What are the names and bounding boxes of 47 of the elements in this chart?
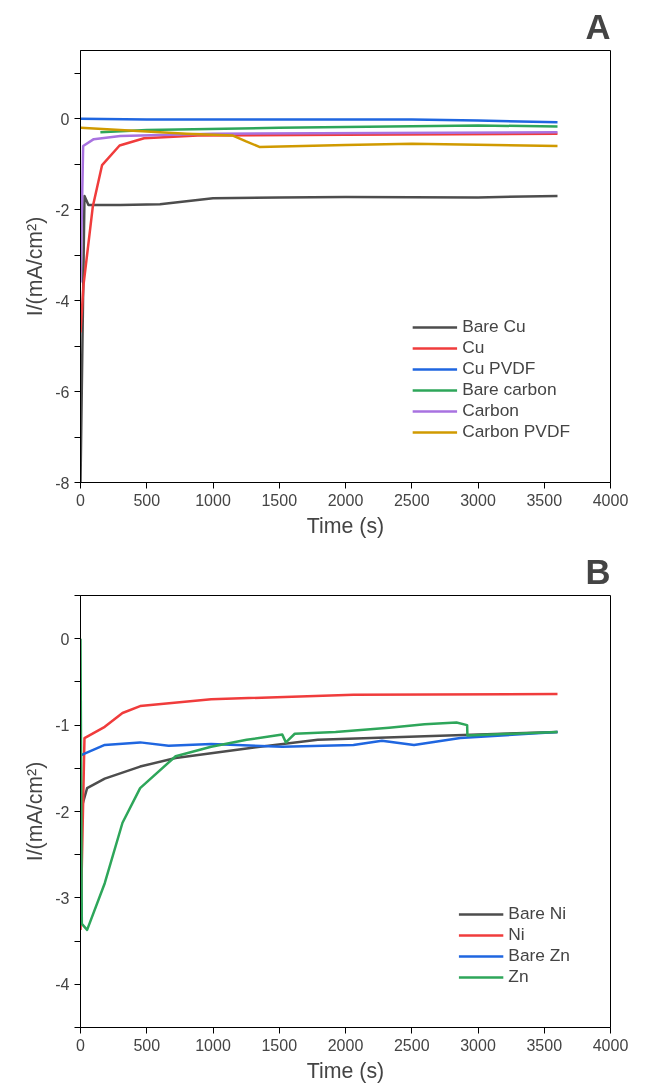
line-series [80,126,559,149]
line-series [99,124,559,134]
x-tick-label: 0 [76,1036,86,1054]
x-tick-label: 4000 [592,1036,629,1054]
y-tick-label: -2 [55,201,70,219]
legend-label: Bare carbon [462,379,557,400]
x-tick-label: 1500 [261,1036,298,1054]
x-tick-label: 500 [133,1036,161,1054]
legend-label: Bare Ni [508,903,567,924]
x-axis-title: Time (s) [306,513,385,538]
x-tick-label: 2500 [393,1036,430,1054]
y-tick-label: 0 [60,110,70,128]
y-axis-title: I/(mA/cm²) [23,761,48,862]
legend-label: Carbon PVDF [462,421,570,442]
legend-label: Carbon [462,400,519,421]
x-axis-title: Time (s) [306,1058,385,1083]
x-tick-label: 4000 [592,491,629,509]
chart-title: A [585,7,611,46]
line-series [80,131,559,284]
x-tick-label: 3500 [526,1036,563,1054]
x-tick-label: 1000 [195,1036,231,1054]
x-tick-label: 3000 [460,1036,496,1054]
x-tick-label: 0 [76,491,86,509]
x-tick-label: 1000 [195,491,231,509]
legend-label: Zn [508,966,529,987]
x-tick-label: 2500 [393,491,430,509]
y-tick-label: -1 [55,717,70,735]
legend-label: Cu PVDF [462,358,536,379]
x-tick-label: 3000 [460,491,496,509]
y-tick-label: -2 [55,803,70,821]
legend-label: Bare Cu [462,316,526,337]
legend-label: Cu [462,337,485,358]
x-tick-label: 3500 [526,491,563,509]
y-tick-label: -8 [55,474,70,492]
x-tick-label: 500 [133,491,161,509]
chart-title: B [585,552,611,591]
legend-label: Bare Zn [508,945,570,966]
y-tick-label: -4 [55,292,70,310]
y-tick-label: -6 [55,383,70,401]
y-tick-label: -3 [55,889,70,907]
y-axis-title: I/(mA/cm²) [23,216,48,317]
x-tick-label: 2000 [327,491,364,509]
x-tick-label: 2000 [327,1036,364,1054]
y-tick-label: -4 [55,976,70,994]
x-tick-label: 1500 [261,491,298,509]
legend-label: Ni [508,924,526,945]
y-tick-label: 0 [60,630,70,648]
